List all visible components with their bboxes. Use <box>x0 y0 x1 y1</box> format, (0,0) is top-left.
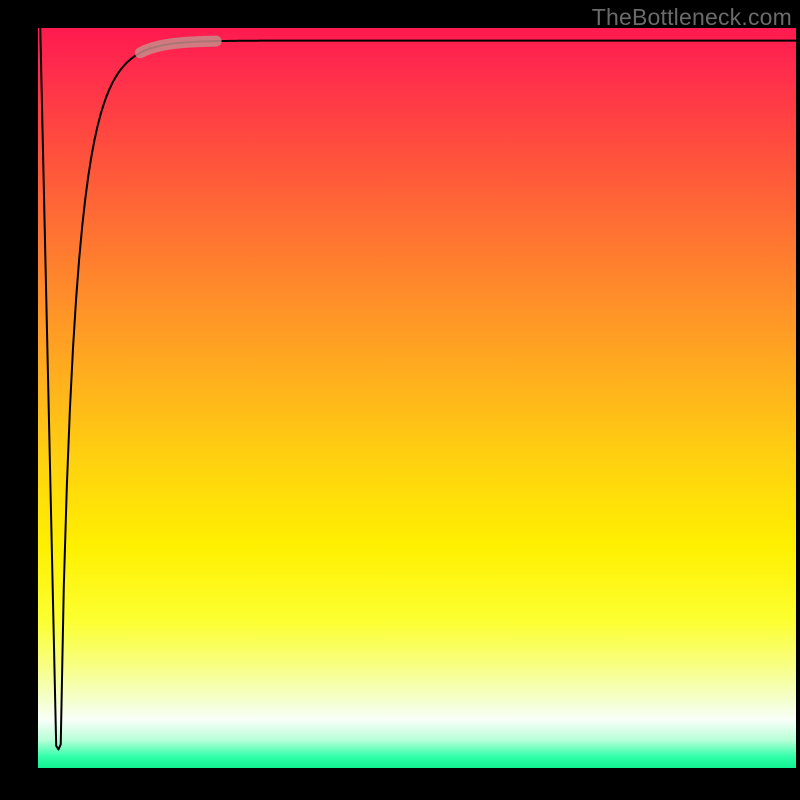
plot-area <box>38 28 796 768</box>
chart-svg <box>38 28 796 768</box>
gradient-background <box>38 28 796 768</box>
watermark-text: TheBottleneck.com <box>592 4 792 31</box>
